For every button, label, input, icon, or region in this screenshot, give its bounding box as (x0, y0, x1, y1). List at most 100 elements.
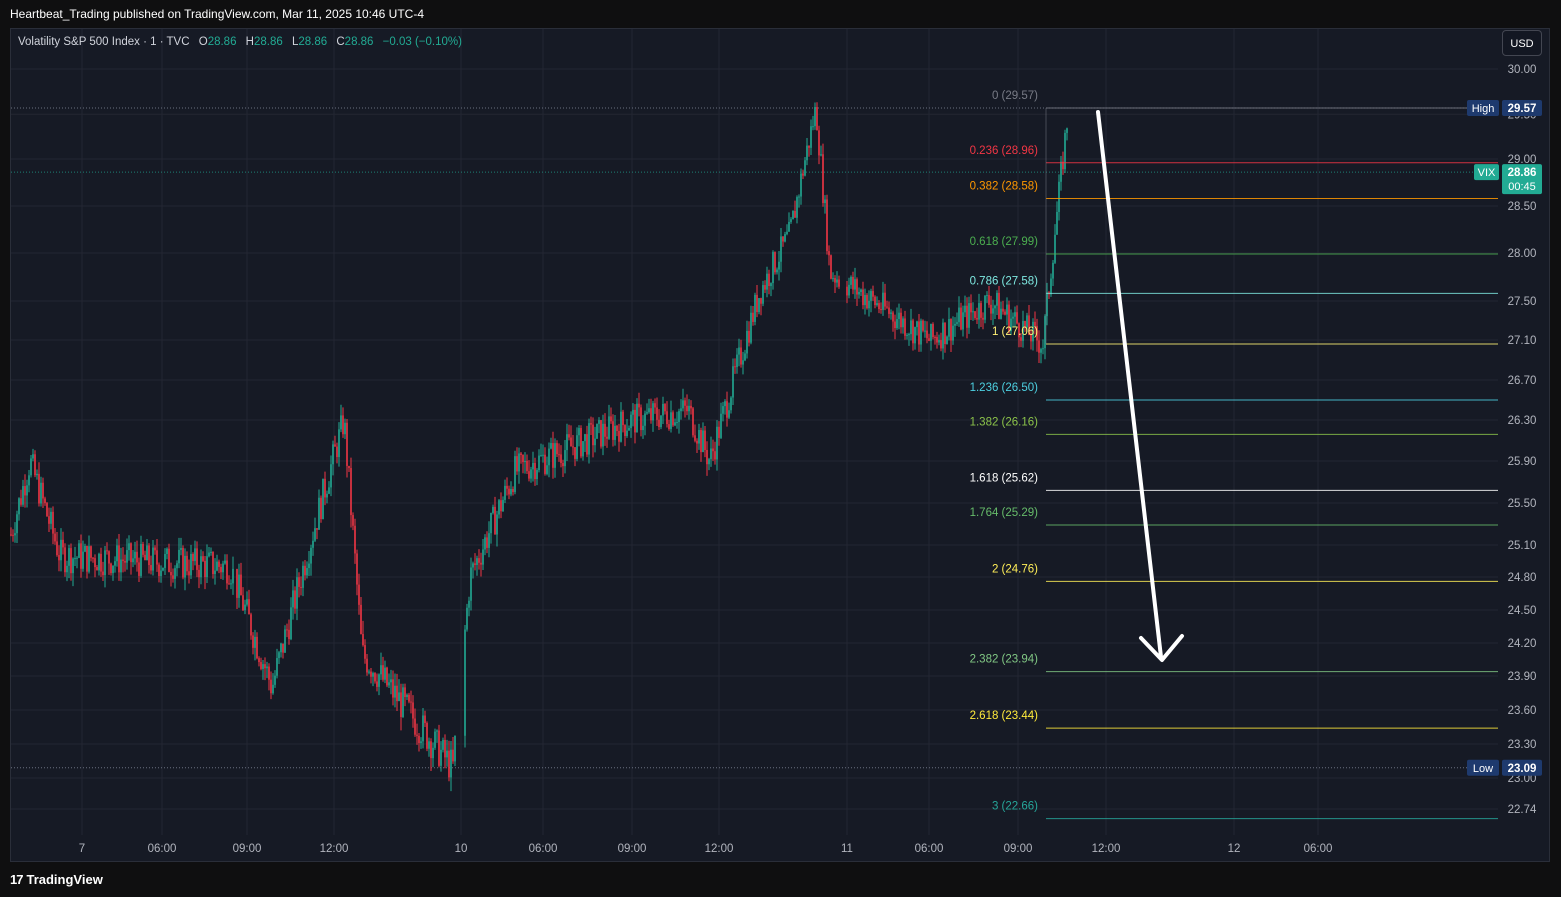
candle-body (198, 569, 200, 578)
candle-body (734, 366, 736, 368)
candle-body (720, 413, 722, 438)
candle-body (346, 422, 348, 466)
candle-body (374, 673, 376, 682)
fib-level-label: 2.382 (23.94) (970, 654, 1039, 666)
candle-body (266, 666, 268, 669)
candle-body (20, 498, 22, 505)
candle-body (740, 347, 742, 365)
y-tick-label: 29.00 (1508, 154, 1537, 166)
candle-body (548, 448, 550, 466)
candle-body (84, 545, 86, 552)
candle-body (64, 547, 66, 573)
legend-close-label: C (336, 36, 345, 48)
candle-body (1030, 334, 1032, 342)
candle-body (832, 278, 834, 280)
candle-body (42, 482, 44, 499)
candle-body (514, 456, 516, 493)
candle-body (902, 318, 904, 328)
candle-body (196, 548, 198, 570)
candle-body (344, 422, 346, 435)
candle-body (202, 556, 204, 561)
low-marker-label-bg (1467, 759, 1499, 776)
candle-body (890, 312, 892, 314)
candle-body (384, 667, 386, 680)
candle-body (892, 312, 894, 322)
candle-body (366, 658, 368, 673)
candle-body (1058, 181, 1060, 212)
candle-body (682, 400, 684, 409)
candle-body (926, 330, 928, 339)
candle-body (98, 553, 100, 571)
candle-body (122, 559, 124, 562)
x-tick-label: 06:00 (529, 843, 558, 855)
candle-body (394, 685, 396, 698)
candle-body (924, 330, 926, 332)
candle-body (400, 692, 402, 718)
candle-body (858, 291, 860, 295)
candle-body (536, 470, 538, 480)
high-marker-value-bg (1502, 100, 1542, 116)
high-marker-label: High (1472, 103, 1495, 115)
candle-body (504, 485, 506, 500)
candle-body (934, 336, 936, 338)
candle-body (806, 145, 808, 161)
candle-body (78, 543, 80, 558)
candle-body (310, 547, 312, 564)
y-tick-label: 24.20 (1508, 638, 1537, 650)
candle-body (258, 658, 260, 663)
candle-body (280, 643, 282, 653)
candle-body (1004, 311, 1006, 315)
candle-body (1018, 323, 1020, 338)
candle-body (690, 405, 692, 409)
candle-body (262, 664, 264, 669)
candle-body (692, 408, 694, 436)
candle-body (830, 255, 832, 279)
candle-body (16, 514, 18, 534)
candle-body (464, 629, 466, 736)
candle-body (232, 568, 234, 584)
candle-body (140, 544, 142, 576)
candle-body (848, 284, 850, 296)
candle-body (710, 448, 712, 460)
candle-body (994, 305, 996, 309)
candle-body (204, 560, 206, 578)
candle-body (534, 462, 536, 480)
candle-body (136, 551, 138, 563)
candle-body (106, 550, 108, 552)
candle-body (492, 506, 494, 513)
candle-body (218, 561, 220, 567)
x-tick-label: 06:00 (915, 843, 944, 855)
candle-body (828, 251, 830, 256)
candle-body (992, 308, 994, 314)
publish-line: Heartbeat_Trading published on TradingVi… (10, 7, 425, 21)
candle-body (126, 550, 128, 563)
candle-body (402, 687, 404, 718)
fib-level-label: 0.236 (28.96) (970, 145, 1039, 157)
candle-body (246, 599, 248, 605)
candle-body (588, 423, 590, 455)
candle-body (448, 750, 450, 778)
x-tick-label: 09:00 (233, 843, 262, 855)
currency-button[interactable]: USD (1502, 30, 1542, 56)
candle-body (48, 516, 50, 524)
candle-body (420, 741, 422, 744)
candle-body (674, 422, 676, 426)
candle-body (214, 570, 216, 575)
candle-body (252, 635, 254, 648)
candle-body (922, 320, 924, 331)
candle-body (120, 559, 122, 573)
candle-body (716, 426, 718, 460)
candle-body (118, 545, 120, 573)
candle-body (910, 320, 912, 335)
candle-body (1012, 316, 1014, 319)
candle-body (1066, 128, 1068, 133)
candle-body (852, 276, 854, 290)
tradingview-logo[interactable]: 17 TradingView (10, 870, 103, 890)
chart-pane[interactable] (10, 28, 1550, 862)
fib-level-label: 1.236 (26.50) (970, 382, 1039, 394)
candle-body (962, 312, 964, 330)
candle-body (360, 604, 362, 634)
candle-body (182, 548, 184, 578)
candle-body (928, 338, 930, 341)
